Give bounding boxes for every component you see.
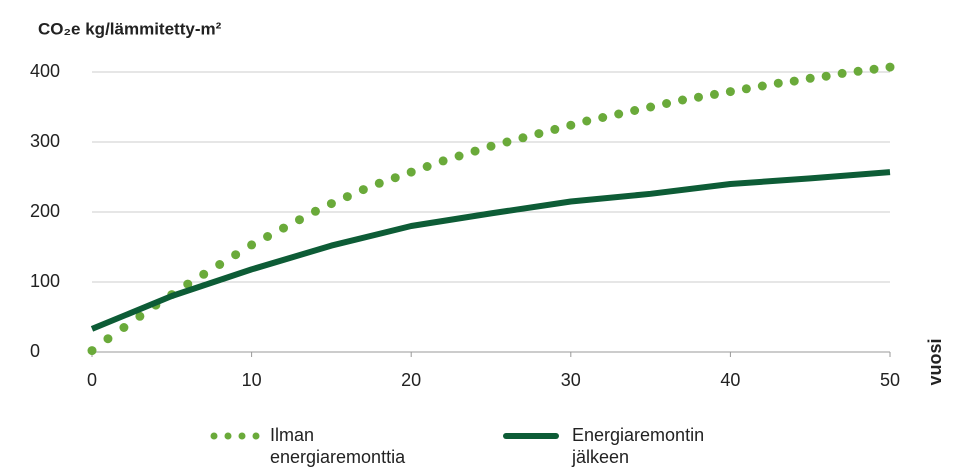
data-point xyxy=(709,89,719,99)
data-point xyxy=(422,162,432,171)
data-point xyxy=(135,311,145,321)
data-point xyxy=(390,173,400,183)
x-tick-label: 0 xyxy=(87,370,97,390)
x-tick-label: 50 xyxy=(880,370,900,390)
legend-swatch xyxy=(210,432,218,440)
data-point xyxy=(119,323,129,332)
data-point xyxy=(678,95,688,105)
y-tick-label: 400 xyxy=(30,61,60,81)
data-point xyxy=(502,137,512,147)
data-point xyxy=(183,279,193,289)
y-tick-label: 300 xyxy=(30,131,60,151)
data-point xyxy=(215,260,225,269)
data-point xyxy=(773,78,783,88)
data-point xyxy=(470,146,480,156)
data-point xyxy=(789,76,799,86)
x-tick-label: 20 xyxy=(401,370,421,390)
data-point xyxy=(646,102,656,112)
data-point xyxy=(534,129,544,139)
data-point xyxy=(486,141,496,151)
data-point xyxy=(869,64,879,74)
legend-label: Ilman energiaremonttia xyxy=(270,425,406,467)
data-point xyxy=(662,99,672,108)
data-point xyxy=(294,215,304,225)
data-point xyxy=(614,109,624,119)
data-point xyxy=(821,71,831,81)
data-point xyxy=(374,178,384,188)
series-line xyxy=(90,169,891,332)
data-point xyxy=(358,185,368,195)
data-point xyxy=(805,73,815,83)
data-point xyxy=(247,240,257,250)
chart-title: CO₂e kg/lämmitetty-m² xyxy=(38,19,222,38)
legend-label: Energiaremontin jälkeen xyxy=(572,425,705,467)
legend-swatch xyxy=(252,432,260,440)
data-point xyxy=(231,250,241,260)
data-point xyxy=(103,334,113,344)
x-axis-label: vuosi xyxy=(925,338,945,385)
data-point xyxy=(550,124,560,134)
data-point xyxy=(310,206,320,216)
data-point xyxy=(87,346,97,356)
legend-swatch xyxy=(238,432,246,440)
data-point xyxy=(326,199,336,209)
data-point xyxy=(725,87,735,97)
data-point xyxy=(454,151,464,161)
data-point xyxy=(518,133,528,143)
data-point xyxy=(199,269,209,279)
data-point xyxy=(406,167,416,177)
y-tick-label: 200 xyxy=(30,201,60,221)
data-point xyxy=(837,68,847,78)
y-tick-label: 100 xyxy=(30,271,60,291)
data-point xyxy=(853,66,863,76)
data-point xyxy=(693,92,703,102)
data-point xyxy=(582,116,592,126)
legend-swatch xyxy=(224,432,232,440)
data-point xyxy=(342,192,352,202)
y-tick-label: 0 xyxy=(30,341,40,361)
data-point xyxy=(438,156,448,166)
x-tick-label: 10 xyxy=(242,370,262,390)
x-tick-label: 40 xyxy=(720,370,740,390)
data-point xyxy=(630,106,640,115)
data-point xyxy=(757,81,767,91)
data-point xyxy=(279,223,289,233)
data-point xyxy=(598,113,608,122)
data-point xyxy=(885,62,895,72)
data-point xyxy=(566,120,576,130)
data-point xyxy=(741,84,751,94)
data-point xyxy=(263,232,273,241)
x-tick-label: 30 xyxy=(561,370,581,390)
